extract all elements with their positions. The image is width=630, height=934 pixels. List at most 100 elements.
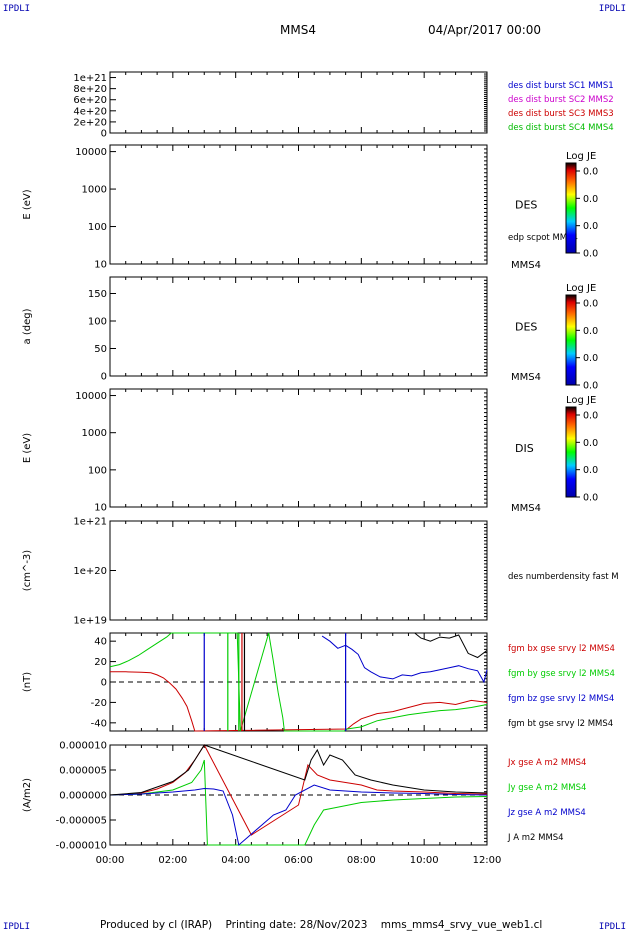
legend-entry: des dist burst SC2 MMS2 — [508, 95, 614, 105]
overlay-label: edp scpot MMS4 — [508, 233, 578, 243]
legend-entry: des numberdensity fast M — [508, 572, 619, 582]
y-tick-label: 10 — [94, 503, 107, 514]
y-tick-label: 1e+21 — [73, 73, 107, 84]
x-tick-label: 00:00 — [96, 855, 125, 866]
y-tick-label: 1e+20 — [73, 566, 107, 577]
spacecraft-title: MMS4 — [280, 23, 316, 37]
y-tick-label: -0.000010 — [56, 841, 107, 852]
corner-label-top-left: IPDLI — [3, 4, 31, 14]
legend-entry: Jx gse A m2 MMS4 — [507, 758, 586, 768]
y-tick-label: 1000 — [82, 428, 107, 439]
panel-label: DIS — [515, 442, 534, 455]
panel-frame-5 — [109, 520, 488, 621]
y-tick-label: -20 — [91, 698, 107, 709]
series-line — [321, 635, 488, 684]
series-line — [109, 744, 488, 796]
y-tick-label: -40 — [91, 718, 107, 729]
colorbar — [565, 406, 577, 498]
legend-entry: fgm bt gse srvy l2 MMS4 — [508, 719, 613, 729]
corner-label-bottom-right: IPDLI — [598, 922, 626, 932]
y-tick-label: 0 — [101, 129, 107, 140]
y-tick-label: 2e+20 — [73, 117, 107, 128]
y-tick-label: 150 — [88, 289, 107, 300]
colorbar-tick-label: 0.0 — [583, 411, 598, 422]
colorbar-tick-label: 0.0 — [583, 249, 598, 260]
colorbar-tick-label: 0.0 — [583, 493, 598, 504]
y-tick-label: 10000 — [75, 147, 107, 158]
colorbar — [565, 162, 577, 254]
footer: Produced by cl (IRAP) Printing date: 28/… — [100, 919, 542, 931]
colorbar-tick-label: 0.0 — [583, 438, 598, 449]
footer-product: mms_mms4_srvy_vue_web1.cl — [380, 919, 543, 931]
series-line — [109, 632, 488, 732]
series-line — [414, 632, 488, 659]
y-tick-label: 50 — [94, 344, 107, 355]
colorbar-tick-label: 0.0 — [583, 465, 598, 476]
y-tick-label: 100 — [88, 317, 107, 328]
y-axis-label: (nT) — [22, 672, 33, 692]
x-tick-label: 08:00 — [347, 855, 376, 866]
x-tick-label: 12:00 — [473, 855, 502, 866]
legend-entry: Jy gse A m2 MMS4 — [507, 783, 586, 793]
date-title: 04/Apr/2017 00:00 — [428, 23, 542, 37]
panel-frame-4 — [109, 388, 488, 508]
legend-entry: Jz gse A m2 MMS4 — [507, 808, 586, 818]
y-tick-label: 4e+20 — [73, 106, 107, 117]
y-tick-label: 40 — [94, 637, 107, 648]
panel-bottom-label: MMS4 — [511, 372, 541, 383]
corner-label-top-right: IPDLI — [598, 4, 626, 14]
y-tick-label: 1e+19 — [73, 616, 107, 627]
y-axis-label: a (deg) — [22, 308, 33, 344]
y-tick-label: 100 — [88, 465, 107, 476]
panel-frame-3 — [109, 276, 488, 377]
y-axis-label: (A/m2) — [22, 778, 33, 812]
panel-label: DES — [515, 199, 537, 212]
legend-entry: J A m2 MMS4 — [507, 833, 564, 843]
y-axis-label: (cm^-3) — [22, 550, 33, 591]
colorbar-tick-label: 0.0 — [583, 353, 598, 364]
colorbar-tick-label: 0.0 — [583, 194, 598, 205]
y-tick-label: 6e+20 — [73, 95, 107, 106]
y-tick-label: 8e+20 — [73, 84, 107, 95]
panel-frame-1 — [109, 71, 488, 134]
panel-bottom-label: MMS4 — [511, 503, 541, 514]
legend-entry: fgm bz gse srvy l2 MMS4 — [508, 694, 614, 704]
footer-printing-date: Printing date: 28/Nov/2023 — [225, 919, 368, 931]
corner-label-bottom-left: IPDLI — [3, 922, 31, 932]
legend-entry: des dist burst SC4 MMS4 — [508, 123, 614, 133]
x-tick-label: 02:00 — [158, 855, 187, 866]
panel-frame-2 — [109, 144, 488, 265]
y-tick-label: 0 — [101, 678, 107, 689]
legend-entry: fgm bx gse srvy l2 MMS4 — [508, 644, 615, 654]
y-axis-label: E (eV) — [22, 189, 33, 219]
footer-produced-by: Produced by cl (IRAP) — [100, 919, 213, 931]
colorbar-tick-label: 0.0 — [583, 299, 598, 310]
y-tick-label: 0.000010 — [59, 741, 107, 752]
colorbar-tick-label: 0.0 — [583, 167, 598, 178]
legend-entry: des dist burst SC3 MMS3 — [508, 109, 614, 119]
series-line — [109, 744, 488, 836]
y-tick-label: 0.000000 — [59, 791, 107, 802]
colorbar-tick-label: 0.0 — [583, 221, 598, 232]
y-tick-label: 10 — [94, 260, 107, 271]
y-tick-label: 0 — [101, 372, 107, 383]
x-tick-label: 04:00 — [221, 855, 250, 866]
colorbar-title: Log JE — [566, 151, 596, 162]
panel-label: DES — [515, 321, 537, 334]
x-tick-label: 10:00 — [410, 855, 439, 866]
series-line — [110, 671, 488, 732]
panel-bottom-label: MMS4 — [511, 260, 541, 271]
colorbar-tick-label: 0.0 — [583, 326, 598, 337]
y-tick-label: 1e+21 — [73, 517, 107, 528]
y-tick-label: 20 — [94, 657, 107, 668]
legend-entry: des dist burst SC1 MMS1 — [508, 81, 614, 91]
colorbar-title: Log JE — [566, 283, 596, 294]
colorbar — [565, 294, 577, 386]
y-tick-label: 0.000005 — [59, 766, 107, 777]
colorbar-tick-label: 0.0 — [583, 381, 598, 392]
y-tick-label: 100 — [88, 222, 107, 233]
colorbar-title: Log JE — [566, 395, 596, 406]
y-tick-label: 10000 — [75, 391, 107, 402]
series-line — [109, 759, 488, 846]
